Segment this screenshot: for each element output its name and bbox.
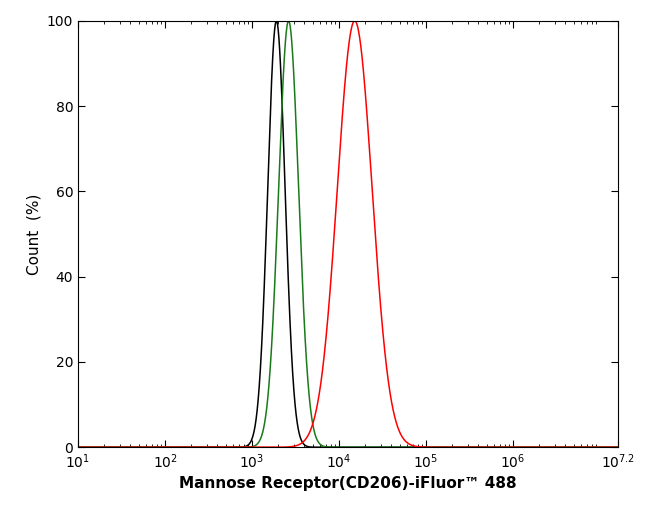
X-axis label: Mannose Receptor(CD206)-iFluor™ 488: Mannose Receptor(CD206)-iFluor™ 488	[179, 476, 517, 491]
Y-axis label: Count  (%): Count (%)	[26, 193, 41, 275]
